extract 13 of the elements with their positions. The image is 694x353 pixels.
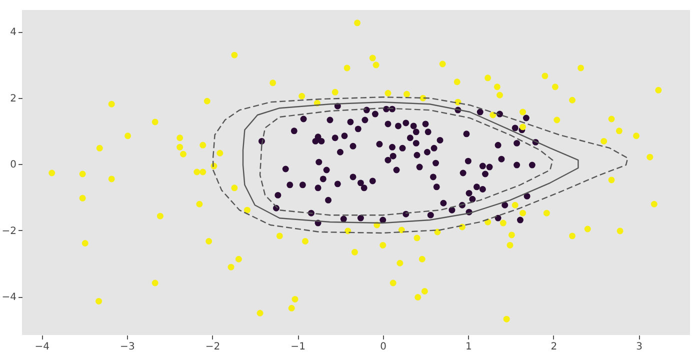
y-tick-label: 2 xyxy=(10,93,16,104)
x-tick-label: 3 xyxy=(636,342,642,352)
x-tick-label: −2 xyxy=(205,342,220,352)
y-tick-label: −2 xyxy=(2,226,16,237)
x-tick-label: 1 xyxy=(466,342,472,352)
y-tick-label: 4 xyxy=(10,27,16,38)
x-tick-label: −1 xyxy=(290,342,306,352)
x-tick-label: −3 xyxy=(120,342,135,352)
x-tick-label: −4 xyxy=(34,342,50,352)
y-tick-label: 0 xyxy=(10,160,16,171)
x-tick-label: 2 xyxy=(550,342,558,352)
y-tick-label: −4 xyxy=(2,292,16,304)
x-tick-label: 0 xyxy=(380,342,387,352)
